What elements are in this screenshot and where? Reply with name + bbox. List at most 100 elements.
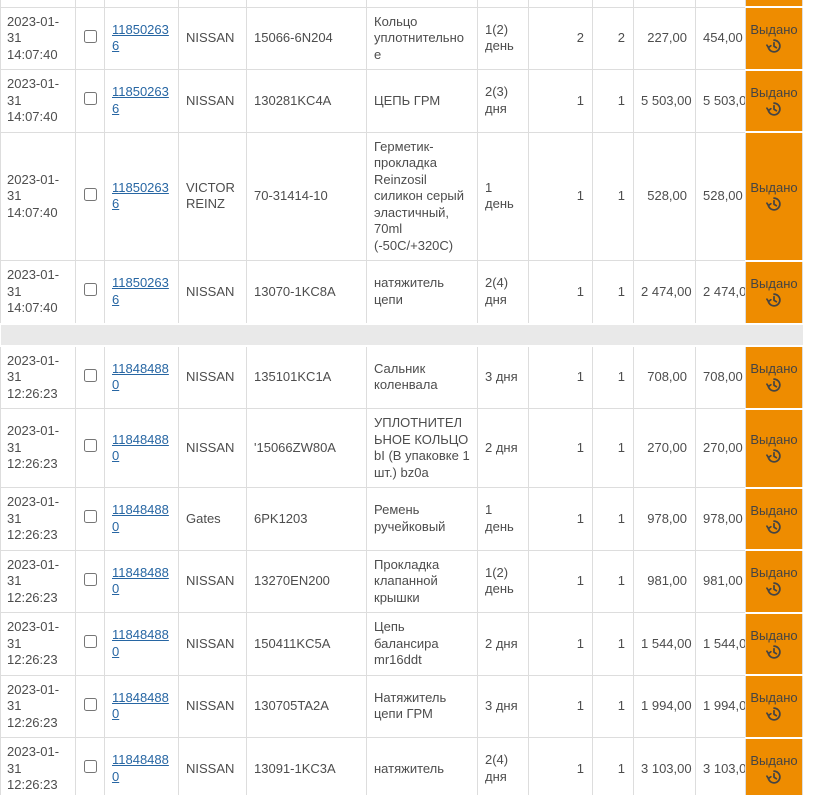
order-link[interactable]: 118502636 <box>112 179 169 212</box>
order-link[interactable]: 118502636 <box>112 84 169 116</box>
price-cell: 227,00 <box>633 6 696 70</box>
qty-available-cell: 1 <box>592 549 634 613</box>
part-number-cell: 13070-1KC8A <box>246 260 367 324</box>
price-cell: 1 994,00 <box>633 674 696 738</box>
delivery-term-cell: 1 день <box>477 487 529 551</box>
date-cell: 2023-01-31 14:07:40 <box>0 69 76 133</box>
order-cell: 118502636 <box>104 260 179 324</box>
date-cell: 2023-01-31 12:26:23 <box>0 408 76 488</box>
checkbox-cell <box>75 345 105 409</box>
qty-available-cell: 1 <box>592 487 634 551</box>
total-cell: 454,00 <box>695 6 746 70</box>
status-button[interactable]: Выдано <box>745 259 803 325</box>
row-checkbox[interactable] <box>83 572 97 586</box>
delivery-term-cell: 3 дня <box>477 345 529 409</box>
row-checkbox[interactable] <box>83 368 97 382</box>
row-checkbox[interactable] <box>83 29 97 43</box>
qty-ordered-cell: 1 <box>528 131 593 261</box>
cut-off-row <box>0 0 803 8</box>
order-link[interactable]: 118484880 <box>112 502 169 534</box>
row-checkbox[interactable] <box>83 187 97 201</box>
row-checkbox[interactable] <box>83 635 97 648</box>
price-cell: 5 503,00 <box>633 69 696 133</box>
price-cell: 978,00 <box>633 487 696 551</box>
history-icon[interactable] <box>766 38 782 54</box>
qty-available-cell: 1 <box>592 737 634 795</box>
row-checkbox[interactable] <box>83 697 97 711</box>
history-icon[interactable] <box>766 196 782 212</box>
part-number-cell: '15066ZW80A <box>246 408 367 488</box>
history-icon[interactable] <box>766 644 782 660</box>
history-icon[interactable] <box>766 448 782 464</box>
checkbox-cell <box>75 69 105 133</box>
status-label: Выдано <box>750 180 798 196</box>
date-cell: 2023-01-31 14:07:40 <box>0 260 76 324</box>
brand-cell: NISSAN <box>178 69 247 133</box>
part-number-cell: 130705TA2A <box>246 674 367 738</box>
row-checkbox[interactable] <box>83 760 97 773</box>
description-cell: Прокладка клапанной крышки <box>366 549 478 613</box>
qty-ordered-cell: 1 <box>528 345 593 409</box>
status-label: Выдано <box>750 22 798 38</box>
status-button[interactable]: Выдано <box>745 736 803 795</box>
row-checkbox[interactable] <box>83 92 97 105</box>
order-link[interactable]: 118484880 <box>112 689 169 722</box>
description-cell: Ремень ручейковый <box>366 487 478 551</box>
order-cell: 118484880 <box>104 345 179 409</box>
status-button[interactable]: Выдано <box>745 611 803 676</box>
status-label: Выдано <box>750 502 798 518</box>
status-button[interactable]: Выдано <box>745 674 803 739</box>
date-cell: 2023-01-31 12:26:23 <box>0 487 76 551</box>
status-button[interactable]: Выдано <box>745 549 803 614</box>
order-cell: 118484880 <box>104 487 179 551</box>
history-icon[interactable] <box>766 706 782 722</box>
delivery-term-cell: 2(4) дня <box>477 737 529 795</box>
history-icon[interactable] <box>766 292 782 308</box>
history-icon[interactable] <box>766 377 782 393</box>
history-icon[interactable] <box>766 769 782 785</box>
price-cell: 1 544,00 <box>633 612 696 676</box>
order-link[interactable]: 118484880 <box>112 752 169 784</box>
delivery-term-cell: 2 дня <box>477 612 529 676</box>
total-cell: 708,00 <box>695 345 746 409</box>
status-button[interactable]: Выдано <box>745 6 803 71</box>
order-cell: 118484880 <box>104 737 179 795</box>
status-label: Выдано <box>750 627 798 643</box>
qty-available-cell: 2 <box>592 6 634 70</box>
price-cell: 981,00 <box>633 549 696 613</box>
status-button[interactable]: Выдано <box>745 344 803 410</box>
price-cell: 708,00 <box>633 345 696 409</box>
description-cell: натяжитель цепи <box>366 260 478 324</box>
row-checkbox[interactable] <box>83 510 97 523</box>
order-link[interactable]: 118484880 <box>112 627 169 659</box>
row-checkbox[interactable] <box>83 439 97 453</box>
status-button[interactable]: Выдано <box>745 68 803 133</box>
history-icon[interactable] <box>766 101 782 117</box>
delivery-term-cell: 1(2) день <box>477 6 529 70</box>
order-link[interactable]: 118502636 <box>112 21 169 54</box>
status-button[interactable]: Выдано <box>745 407 803 489</box>
description-cell: Натяжитель цепи ГРМ <box>366 674 478 738</box>
description-cell: Цепь балансира mr16ddt <box>366 612 478 676</box>
date-cell: 2023-01-31 12:26:23 <box>0 549 76 613</box>
checkbox-cell <box>75 6 105 70</box>
order-link[interactable]: 118484880 <box>112 431 169 464</box>
status-button[interactable] <box>745 0 803 8</box>
date-cell: 2023-01-31 14:07:40 <box>0 6 76 70</box>
status-button[interactable]: Выдано <box>745 131 803 262</box>
order-link[interactable]: 118484880 <box>112 360 169 393</box>
history-icon[interactable] <box>766 519 782 535</box>
total-cell: 1 544,00 <box>695 612 746 676</box>
part-number-cell: 15066-6N204 <box>246 6 367 70</box>
order-link[interactable]: 118484880 <box>112 564 169 597</box>
total-cell: 3 103,00 <box>695 737 746 795</box>
row-checkbox[interactable] <box>83 283 97 296</box>
description-cell: Сальник коленвала <box>366 345 478 409</box>
order-link[interactable]: 118502636 <box>112 275 169 307</box>
description-cell: Герметик-прокладка Reinzosil силикон сер… <box>366 131 478 261</box>
delivery-term-cell: 2(3) дня <box>477 69 529 133</box>
delivery-term-cell: 3 дня <box>477 674 529 738</box>
history-icon[interactable] <box>766 581 782 597</box>
status-button[interactable]: Выдано <box>745 486 803 551</box>
